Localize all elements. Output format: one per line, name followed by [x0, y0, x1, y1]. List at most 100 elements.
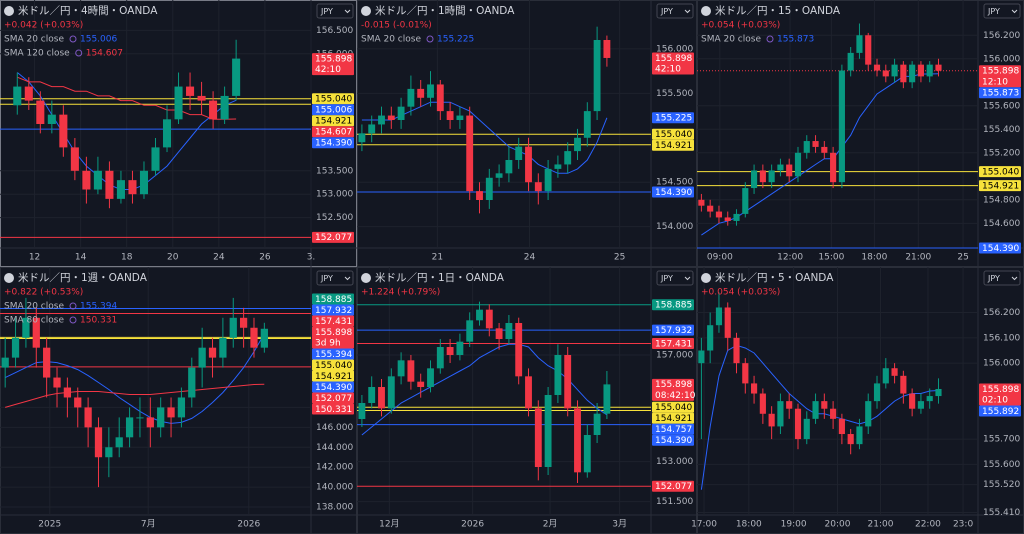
candle-body [574, 137, 581, 152]
candle-body [838, 418, 845, 435]
price-badge [979, 405, 1021, 417]
candle-body [167, 407, 175, 418]
candle-body [777, 164, 784, 171]
price-badge-label: 155.898 [315, 328, 352, 338]
candle-body [564, 151, 572, 165]
candle-body [208, 347, 217, 358]
indicator-icon [75, 49, 83, 57]
countdown-label: 02:10 [982, 395, 1008, 405]
candle-body [847, 434, 854, 445]
candle-body [209, 100, 218, 120]
symbol-icon [361, 273, 371, 283]
candle-body [583, 111, 591, 138]
x-tick-label: 09:00 [707, 253, 733, 263]
price-badge-label: 155.040 [982, 167, 1019, 177]
candle-body [777, 401, 784, 427]
y-tick-label: 156.500 [316, 26, 353, 36]
candle-body [53, 377, 61, 388]
price-badge-label: 154.921 [655, 414, 692, 424]
candle-body [232, 58, 241, 96]
currency-button[interactable] [656, 3, 694, 19]
sma-line [17, 76, 237, 120]
price-badge-label: 154.921 [315, 372, 352, 382]
currency-button[interactable] [983, 270, 1021, 286]
price-badge-label: 154.607 [315, 128, 352, 138]
x-tick-label: 12月 [379, 519, 399, 530]
y-tick-label: 156.200 [983, 31, 1020, 41]
x-tick-label: 26 [259, 253, 271, 263]
indicator-icon [766, 35, 774, 43]
currency-button[interactable] [656, 270, 694, 286]
x-tick-label: 12 [29, 253, 40, 263]
candle-body [239, 317, 248, 328]
price-badge-label: 154.921 [315, 117, 352, 127]
candle-body [13, 86, 22, 106]
y-tick-label: 156.100 [983, 333, 1020, 343]
candle-body [554, 355, 562, 395]
chart-panel: 156.200 156.100 156.000 155.700 155.600 155.5… [691, 267, 1024, 534]
candle-body [593, 413, 601, 435]
price-badge [312, 126, 354, 138]
x-tick-label: 2026 [461, 520, 484, 530]
price-badge [312, 359, 354, 371]
candle-body [43, 347, 51, 378]
price-badge [312, 403, 354, 415]
candle-body [698, 350, 705, 364]
currency-button[interactable] [316, 3, 354, 19]
candle-body [812, 141, 819, 147]
candle-body [485, 309, 493, 329]
x-tick-label: 18:00 [861, 253, 887, 263]
currency-label: JPY [987, 274, 1000, 283]
candle-body [900, 64, 907, 83]
candle-body [229, 317, 237, 338]
price-badge-label: 154.390 [655, 436, 692, 446]
chart-title: 米ドル／円・4時間・OANDA [18, 4, 158, 17]
symbol-icon [701, 6, 711, 16]
candle-body [407, 88, 415, 107]
x-tick-label: 18:00 [736, 520, 762, 530]
candle-body [84, 407, 92, 428]
x-tick-label: 25 [957, 253, 968, 263]
candle-body [564, 355, 572, 409]
candle-body [715, 211, 723, 218]
candle-body [544, 395, 552, 467]
price-badge [312, 348, 354, 360]
price-badge [652, 52, 694, 75]
currency-button[interactable] [316, 270, 354, 286]
candle-body [466, 320, 474, 342]
candle-body [24, 86, 33, 101]
price-badge-label: 154.757 [655, 425, 692, 435]
candle-body [603, 384, 611, 414]
currency-button[interactable] [983, 3, 1021, 19]
x-tick-label: 21 [432, 253, 443, 263]
chart-panel: 157.000 153.000 151.500 12月 2026 2月 3月 米ドル／円・1日… [357, 267, 697, 534]
candle-body [139, 170, 149, 195]
x-tick-label: 22:00 [915, 520, 941, 530]
candle-body [436, 347, 444, 369]
price-badge [312, 381, 354, 393]
candle-body [476, 309, 483, 321]
price-badge-label: 155.898 [982, 67, 1019, 77]
candle-body [733, 337, 740, 364]
candle-body [759, 170, 766, 183]
x-tick-label: 23:0 [953, 520, 973, 530]
candle-body [162, 119, 172, 148]
y-tick-label: 156.000 [983, 54, 1020, 64]
candle-body [485, 177, 493, 200]
price-badge-label: 158.885 [655, 301, 692, 311]
candle-body [603, 40, 611, 58]
price-badge-label: 152.077 [315, 233, 352, 243]
candle-body [742, 363, 749, 384]
price-badge [979, 180, 1021, 192]
price-change: +0.054 (+0.03%) [701, 288, 780, 298]
candle-body [707, 325, 714, 351]
y-tick-label: 154.600 [983, 219, 1020, 229]
y-tick-label: 155.200 [983, 148, 1020, 158]
candle-body [759, 393, 766, 414]
candle-body [82, 170, 91, 190]
y-tick-label: 157.000 [656, 351, 693, 361]
y-tick-label: 144.000 [316, 443, 353, 453]
chart-panel: 148.000146.000144.000142.000140.000138.0… [0, 267, 357, 534]
countdown-label: 42:10 [315, 65, 341, 75]
indicator-icon [69, 35, 77, 43]
